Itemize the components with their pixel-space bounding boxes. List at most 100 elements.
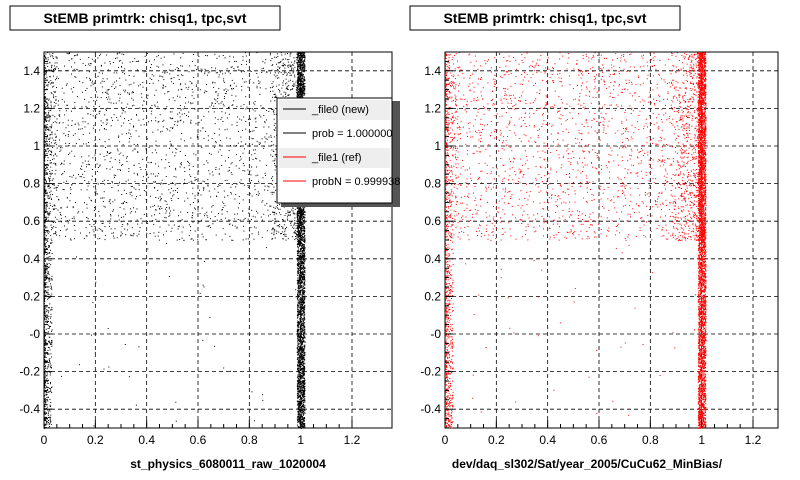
data-point (302, 82, 304, 84)
data-point (299, 420, 301, 421)
data-point (299, 62, 301, 64)
data-point (161, 207, 163, 209)
data-point (158, 165, 160, 167)
data-point (207, 55, 208, 57)
data-point (94, 207, 95, 209)
data-point (59, 139, 60, 141)
data-point (48, 197, 50, 199)
data-point (44, 118, 46, 120)
data-point (55, 96, 57, 98)
data-point (113, 72, 115, 74)
data-point (236, 183, 238, 185)
data-point (45, 93, 46, 94)
data-point (109, 63, 111, 65)
data-point (106, 93, 108, 94)
data-point (207, 216, 209, 218)
data-point (303, 310, 305, 312)
data-point (162, 120, 164, 122)
data-point (303, 246, 304, 248)
data-point (164, 200, 166, 202)
data-point (51, 65, 52, 67)
data-point (108, 89, 110, 91)
data-point (133, 148, 135, 150)
data-point (303, 60, 305, 62)
data-point (295, 225, 297, 227)
data-point (304, 335, 306, 337)
data-point (111, 187, 113, 188)
data-point (270, 205, 272, 207)
data-point (277, 207, 278, 209)
data-point (262, 61, 264, 63)
data-point (280, 93, 282, 95)
data-point (48, 207, 50, 209)
data-point (303, 247, 305, 249)
data-point (93, 231, 95, 233)
data-point (287, 238, 289, 240)
data-point (65, 142, 67, 144)
data-point (179, 96, 181, 98)
data-point (298, 389, 300, 391)
data-point (177, 198, 179, 199)
data-point (51, 124, 53, 126)
data-point (211, 206, 213, 208)
data-point (128, 84, 130, 86)
data-point (68, 60, 70, 62)
data-point (155, 89, 157, 91)
data-point (58, 114, 60, 116)
data-point (297, 74, 299, 76)
data-point (192, 102, 194, 104)
data-point (255, 121, 257, 123)
data-point (138, 119, 140, 121)
data-point (51, 170, 53, 171)
data-point (269, 213, 271, 215)
data-point (253, 82, 255, 84)
data-point (278, 88, 280, 90)
data-point (143, 190, 145, 192)
data-point (91, 58, 93, 60)
data-point (179, 116, 181, 118)
data-point (231, 239, 233, 241)
data-point (162, 220, 164, 222)
data-point (44, 179, 45, 181)
data-point (302, 349, 304, 351)
data-point (129, 138, 131, 139)
data-point (302, 338, 304, 340)
data-point (297, 274, 299, 276)
data-point (102, 201, 104, 202)
data-point (300, 315, 302, 317)
data-point (297, 377, 298, 379)
data-point (112, 119, 113, 121)
data-point (95, 77, 97, 78)
data-point (85, 105, 87, 107)
data-point (162, 126, 164, 128)
data-point (50, 154, 52, 156)
data-point (160, 131, 161, 133)
data-point (106, 89, 108, 91)
data-point (250, 118, 251, 120)
data-point (138, 85, 140, 87)
data-point (110, 228, 112, 230)
data-point (50, 102, 52, 104)
data-point (301, 77, 303, 79)
data-point (293, 62, 295, 64)
data-point (230, 193, 232, 195)
data-point (44, 215, 46, 217)
data-point (303, 240, 305, 242)
data-point (71, 110, 72, 112)
data-point (131, 234, 133, 236)
data-point (201, 69, 203, 71)
data-point (237, 130, 239, 132)
data-point (142, 118, 144, 120)
data-point (297, 66, 299, 68)
data-point (289, 215, 291, 217)
data-point (301, 237, 303, 239)
data-point (44, 234, 46, 236)
data-point (71, 125, 73, 126)
data-point (303, 88, 305, 90)
data-point (73, 238, 75, 240)
data-point (93, 105, 95, 107)
data-point (161, 159, 163, 161)
data-point (71, 120, 73, 122)
data-point (109, 202, 111, 204)
data-point (66, 228, 68, 230)
